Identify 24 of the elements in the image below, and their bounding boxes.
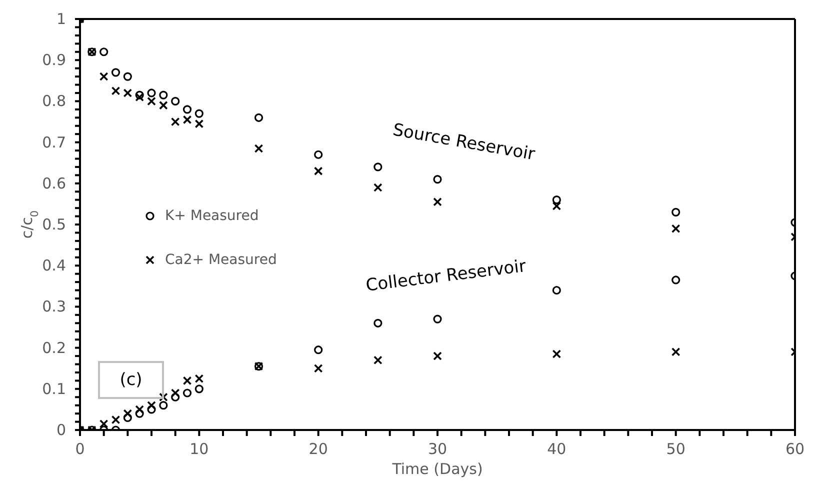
x-tick-label: 20 [308,440,328,458]
y-tick-label: 0 [56,421,66,439]
y-tick-label: 0.5 [42,216,66,234]
x-tick-label: 10 [190,440,209,458]
y-tick-label: 1 [56,10,66,28]
y-tick-label: 0.1 [42,380,66,398]
legend-label: Ca2+ Measured [165,252,277,268]
y-tick-label: 0.7 [42,133,66,152]
y-tick-label: 0.4 [42,256,66,275]
y-tick-label: 0.8 [42,92,66,110]
x-tick-label: 40 [547,440,566,458]
annotation: Collector Reservoir [364,256,527,296]
annotation: (c) [98,361,164,399]
y-tick-label: 0.6 [42,174,66,192]
y-tick-label: 0.3 [42,298,66,316]
x-tick-label: 60 [785,440,805,458]
annotation: Source Reservoir [391,120,536,165]
x-tick-label: 30 [428,440,448,458]
y-tick-label: 0.9 [42,51,66,70]
y-tick-label: 0.2 [42,338,66,357]
x-tick-label: 50 [666,440,686,458]
x-tick-label: 0 [75,440,85,458]
legend-label: K+ Measured [165,208,259,224]
x-axis-title: Time (Days) [391,460,483,478]
